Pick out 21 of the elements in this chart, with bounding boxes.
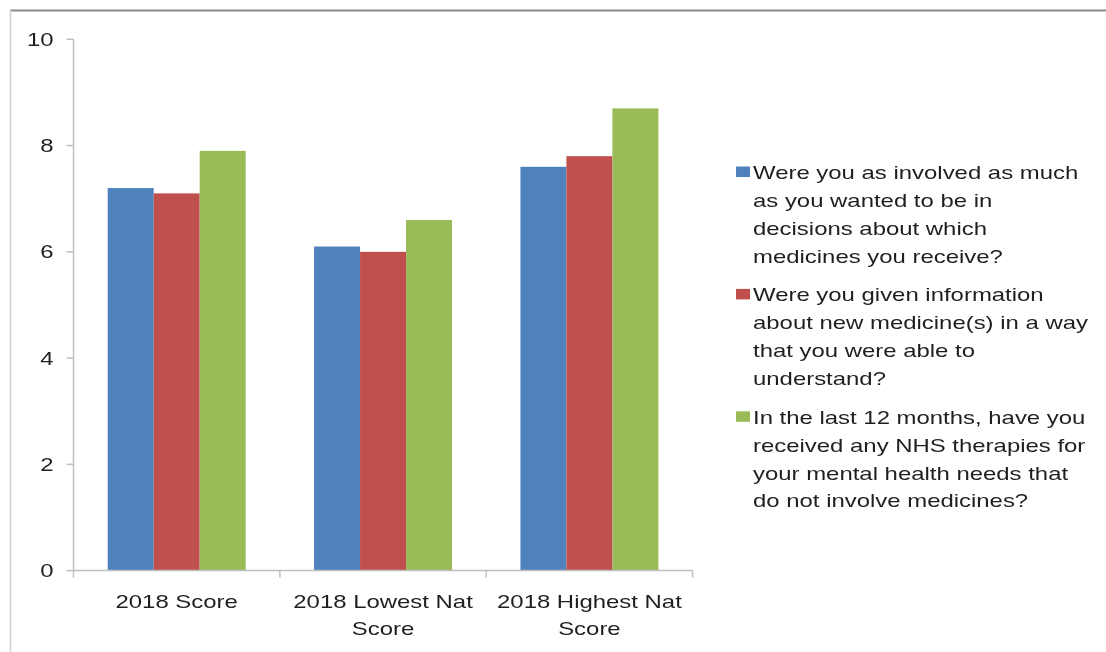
legend-label: In the last 12 months, have you received any NHS therapies for your mental health needs that do not involve medicines? (753, 407, 1086, 511)
bar (153, 193, 200, 571)
x-tick-label: 2018 Score (115, 591, 238, 612)
legend-label: Were you as involved as much as you wanted to be in decisions about which medicines you receive? (753, 162, 1079, 267)
y-tick-label: 4 (40, 348, 54, 368)
bar (314, 246, 361, 571)
y-tick-label: 10 (26, 29, 54, 50)
x-tick-label: 2018 Highest Nat Score (497, 591, 682, 639)
bar (199, 150, 246, 571)
y-tick-label: 2 (40, 454, 54, 475)
legend-label: Were you given information about new medicine(s) in a way that you were able to understand? (753, 285, 1089, 389)
bar (406, 219, 453, 571)
bar (566, 156, 613, 571)
y-tick-label: 0 (40, 560, 54, 581)
x-tick-label: 2018 Lowest Nat Score (293, 591, 473, 639)
bar (107, 188, 154, 571)
bar (520, 166, 567, 571)
y-tick-label: 8 (40, 135, 54, 156)
bar (360, 251, 407, 571)
y-tick-label: 6 (40, 242, 54, 262)
bar (612, 108, 659, 571)
